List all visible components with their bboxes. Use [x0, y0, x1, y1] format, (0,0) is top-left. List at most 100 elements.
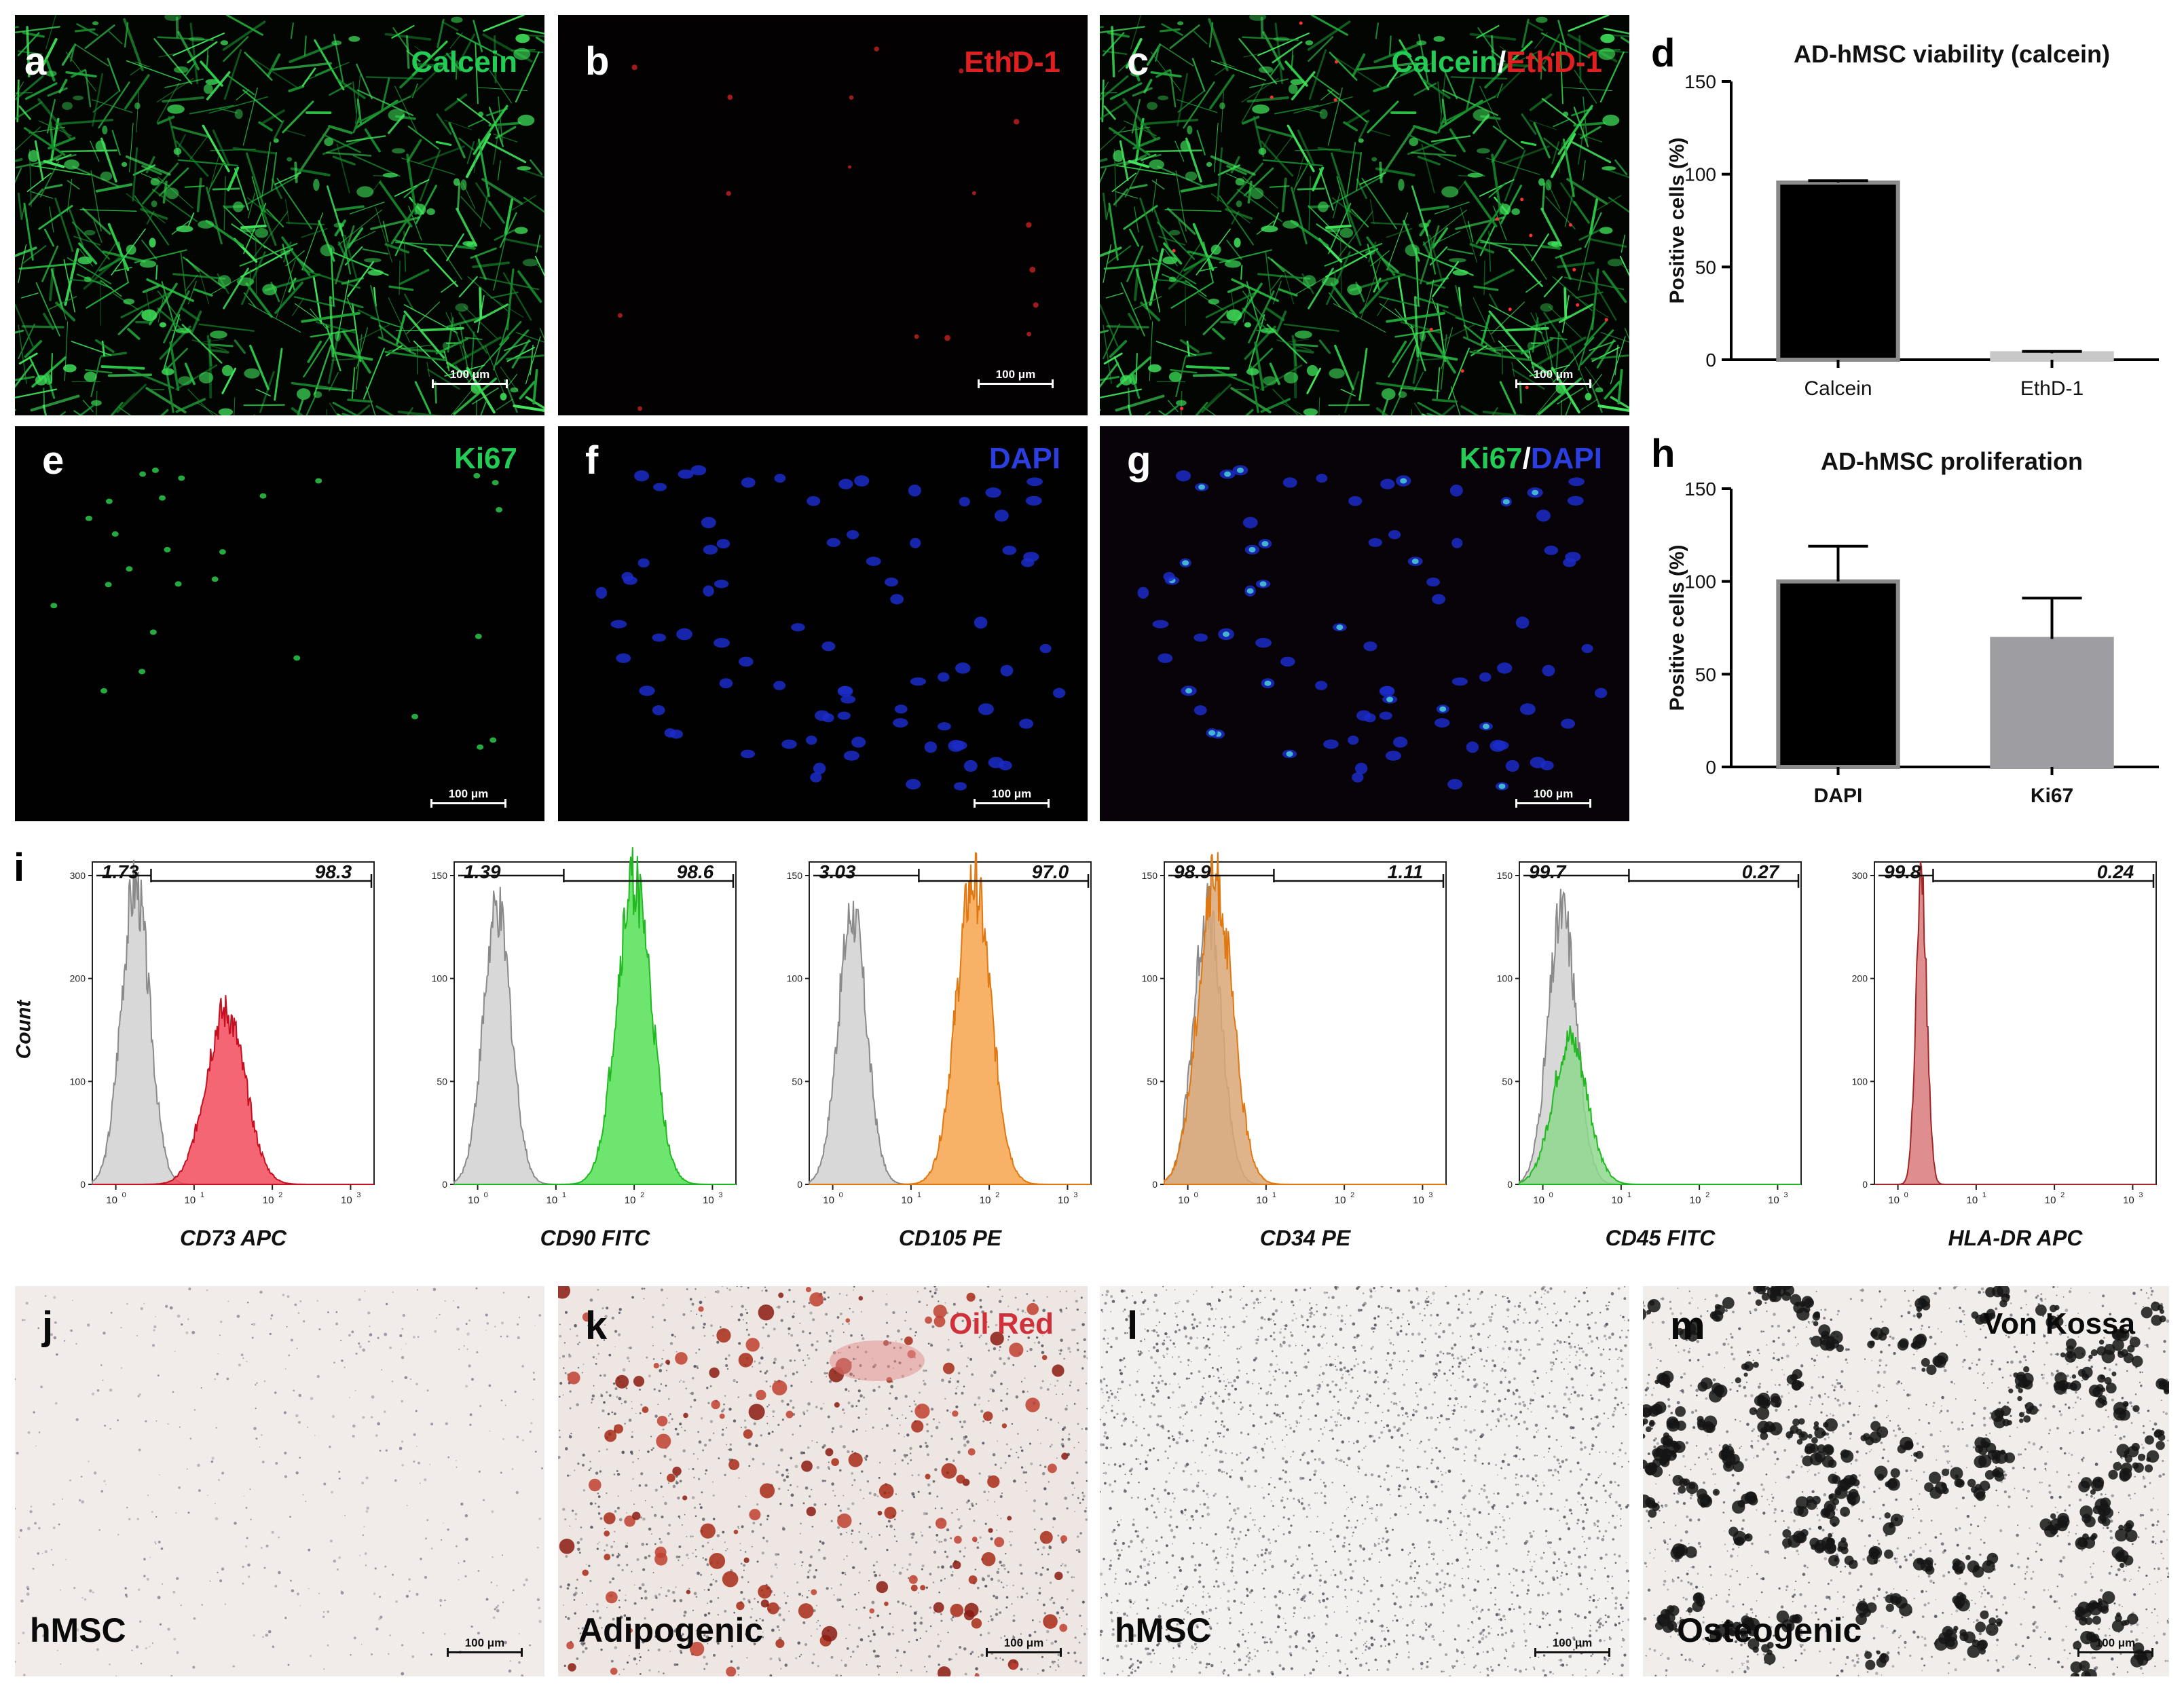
- panel-l-hmsc-image: l hMSC 100 μm: [1100, 1286, 1629, 1676]
- x-tick-label: 10: [1058, 1195, 1069, 1206]
- chart-d-viability: AD-hMSC viability (calcein) Positive cell…: [1643, 20, 2179, 414]
- x-tick-label: 10: [1690, 1195, 1701, 1206]
- y-tick-label: 0: [1862, 1179, 1868, 1190]
- positive-percent: 0.27: [1742, 861, 1780, 882]
- panel-a-calcein-image: a Calcein 100 μm: [15, 15, 544, 415]
- scale-bar: 100 μm: [974, 787, 1050, 808]
- marker-histogram: [454, 847, 736, 1185]
- flow-cytometry-row: 0 100 200 300 10 0 10 1 10 2 10 3 1.73 98.3 CD73 APC 0 5…: [0, 842, 2184, 1262]
- scale-bar: 100 μm: [978, 368, 1054, 388]
- panel-letter-b: b: [585, 39, 610, 83]
- panel-letter-i: i: [14, 846, 25, 890]
- panel-k-adipogenic-image: k Oil Red Adipogenic 100 μm: [558, 1286, 1088, 1676]
- negative-percent: 98.9: [1174, 861, 1211, 882]
- x-tick-label: 10: [1413, 1195, 1424, 1206]
- y-tick-label: 200: [70, 973, 86, 984]
- scale-bar: 100 μm: [1515, 368, 1591, 388]
- y-tick-label: 0: [797, 1179, 802, 1190]
- negative-percent: 99.8: [1884, 861, 1921, 882]
- stain-label-part: Calcein: [1391, 45, 1498, 79]
- cell-fibers: [15, 15, 544, 415]
- y-tick-label: 150: [1684, 478, 1716, 500]
- panel-letter-d: d: [1651, 31, 1676, 75]
- ki67-nuclei-graphic: [15, 426, 544, 821]
- x-tick-exponent: 1: [562, 1191, 566, 1199]
- stain-label-part: DAPI: [988, 442, 1060, 475]
- negative-percent: 1.73: [102, 861, 139, 882]
- stain-label-ethd1: EthD-1: [964, 48, 1060, 77]
- chart-title: AD-hMSC proliferation: [1821, 447, 2083, 475]
- panel-letter-k: k: [585, 1304, 608, 1348]
- bar-calcein: [1776, 180, 1900, 362]
- x-tick-label: 10: [1178, 1195, 1189, 1206]
- y-tick-label: 200: [1852, 973, 1868, 984]
- ethd1-cells-graphic: [558, 15, 1088, 415]
- y-tick-label: 150: [432, 870, 448, 881]
- panel-f-dapi-image: f DAPI 100 μm: [558, 426, 1088, 821]
- y-tick-label: 0: [442, 1179, 447, 1190]
- stain-label-dapi: DAPI: [989, 444, 1060, 474]
- panel-b-ethd1-image: b EthD-1 100 μm: [558, 15, 1088, 415]
- x-tick-label: Calcein: [1804, 377, 1872, 400]
- x-tick-label: 10: [902, 1195, 913, 1206]
- x-tick-exponent: 2: [1705, 1191, 1709, 1199]
- x-tick-exponent: 3: [1073, 1191, 1077, 1199]
- panel-letter-a: a: [24, 39, 47, 83]
- scale-bar: 100 μm: [1515, 787, 1591, 808]
- marker-label: CD34 PE: [1260, 1226, 1352, 1250]
- stain-label-part: Calcein: [411, 45, 517, 79]
- panel-letter-j: j: [42, 1304, 54, 1348]
- sample-label-hmsc: hMSC: [30, 1611, 126, 1649]
- calcein-cells-graphic: [15, 15, 544, 415]
- x-tick-label: 10: [2045, 1195, 2056, 1206]
- stain-label-part: DAPI: [1530, 442, 1602, 475]
- panel-g-merge-image: g Ki67/DAPI 100 μm: [1100, 426, 1629, 821]
- marker-label: CD105 PE: [899, 1226, 1003, 1250]
- x-tick-label: Ki67: [2031, 785, 2073, 807]
- x-tick-exponent: 3: [718, 1191, 722, 1199]
- bar-dapi: [1776, 579, 1900, 770]
- sample-label-osteogenic: Osteogenic: [1677, 1611, 1862, 1649]
- x-tick-exponent: 1: [1627, 1191, 1631, 1199]
- bar-ki67: [1990, 637, 2114, 769]
- sample-label-adipogenic: Adipogenic: [578, 1611, 764, 1649]
- y-tick-label: 100: [1497, 973, 1513, 984]
- y-tick-label: 0: [1705, 350, 1716, 371]
- panel-letter-f: f: [585, 438, 599, 483]
- x-tick-label: 10: [823, 1195, 834, 1206]
- y-tick-label: 150: [787, 870, 803, 881]
- positive-percent: 98.3: [315, 861, 352, 882]
- negative-percent: 3.03: [819, 861, 856, 882]
- y-tick-label: 150: [1684, 71, 1716, 92]
- x-tick-label: 10: [263, 1195, 274, 1206]
- y-tick-label: 100: [787, 973, 803, 984]
- scale-bar: 100 μm: [447, 1636, 523, 1657]
- x-tick-exponent: 2: [278, 1191, 282, 1199]
- y-tick-label: 100: [70, 1076, 86, 1087]
- y-tick-label: 150: [1142, 870, 1158, 881]
- panel-letter-m: m: [1670, 1304, 1705, 1348]
- y-tick-label: 50: [1695, 257, 1716, 278]
- y-tick-label: 50: [1502, 1076, 1513, 1087]
- y-tick-label: 50: [1147, 1076, 1158, 1087]
- x-tick-label: 10: [1612, 1195, 1623, 1206]
- y-tick-label: 300: [70, 870, 86, 881]
- panel-e-ki67-image: e Ki67 100 μm: [15, 426, 544, 821]
- positive-percent: 98.6: [677, 861, 714, 882]
- stain-label-part: EthD-1: [1506, 45, 1602, 79]
- positive-percent: 0.24: [2097, 861, 2134, 882]
- stain-label-von-kossa: Von Kossa: [1982, 1307, 2135, 1340]
- x-tick-exponent: 3: [1783, 1191, 1788, 1199]
- x-tick-label: 10: [106, 1195, 117, 1206]
- stain-label-part: /: [1522, 442, 1531, 475]
- y-tick-label: 0: [80, 1179, 86, 1190]
- x-tick-exponent: 3: [1428, 1191, 1432, 1199]
- stain-label-part: Ki67: [454, 442, 517, 475]
- y-tick-label: 100: [432, 973, 448, 984]
- scale-bar: 100 μm: [432, 368, 508, 388]
- scale-bar: 100 μm: [2077, 1636, 2153, 1657]
- x-tick-exponent: 1: [1272, 1191, 1276, 1199]
- marker-histogram: [1164, 852, 1446, 1185]
- x-tick-label: 10: [980, 1195, 991, 1206]
- x-tick-label: 10: [1335, 1195, 1346, 1206]
